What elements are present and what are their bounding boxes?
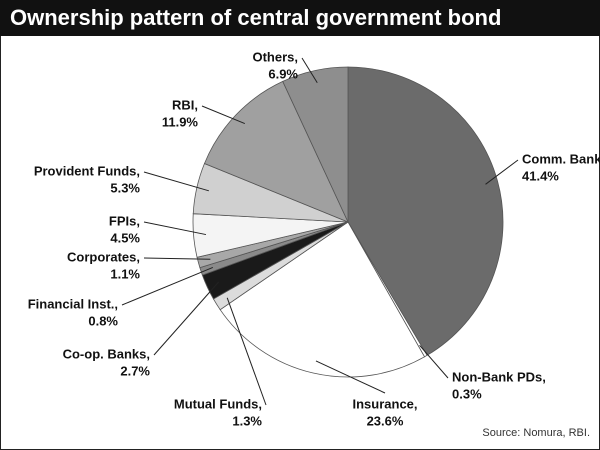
leader-line	[143, 257, 211, 260]
leader-line	[143, 171, 209, 192]
value-label: 1.3%	[232, 413, 262, 428]
pie-slice	[203, 80, 349, 223]
slice-label: Comm. Banks,	[522, 151, 600, 166]
slice-label: Co-op. Banks,	[63, 346, 150, 361]
slice-label: Insurance,	[352, 396, 417, 411]
value-label: 0.3%	[452, 386, 482, 401]
title-bar	[0, 0, 600, 36]
value-label: 11.9%	[162, 114, 199, 129]
slice-label: Financial Inst.,	[28, 296, 118, 311]
value-label: 41.4%	[522, 168, 559, 183]
value-label: 0.8%	[88, 313, 118, 328]
chart-title: Ownership pattern of central government …	[10, 5, 501, 30]
value-label: 5.3%	[110, 180, 140, 195]
slice-label: FPIs,	[109, 213, 140, 228]
leader-line	[485, 159, 519, 185]
leader-line	[153, 281, 220, 356]
source: Source: Nomura, RBI.	[482, 427, 590, 439]
leader-line	[315, 360, 386, 394]
value-label: 2.7%	[120, 363, 150, 378]
value-label: 23.6%	[367, 413, 404, 428]
value-label: 1.1%	[110, 266, 140, 281]
slice-label: Corporates,	[67, 249, 140, 264]
slice-label: Mutual Funds,	[174, 396, 262, 411]
slice-label: Others,	[252, 49, 298, 64]
leader-line	[143, 221, 207, 236]
leader-line	[226, 297, 267, 406]
leader-line	[201, 105, 246, 125]
pie-slice	[219, 221, 426, 378]
leader-line	[121, 266, 214, 306]
value-label: 6.9%	[268, 66, 298, 81]
slice-label: Non-Bank PDs,	[452, 369, 546, 384]
leader-line	[419, 345, 449, 379]
slice-label: Provident Funds,	[34, 163, 140, 178]
slice-label: RBI,	[172, 97, 198, 112]
pie-slice	[282, 66, 349, 223]
leader-line	[301, 57, 318, 84]
value-label: 4.5%	[110, 230, 140, 245]
pie-slice	[347, 66, 504, 356]
